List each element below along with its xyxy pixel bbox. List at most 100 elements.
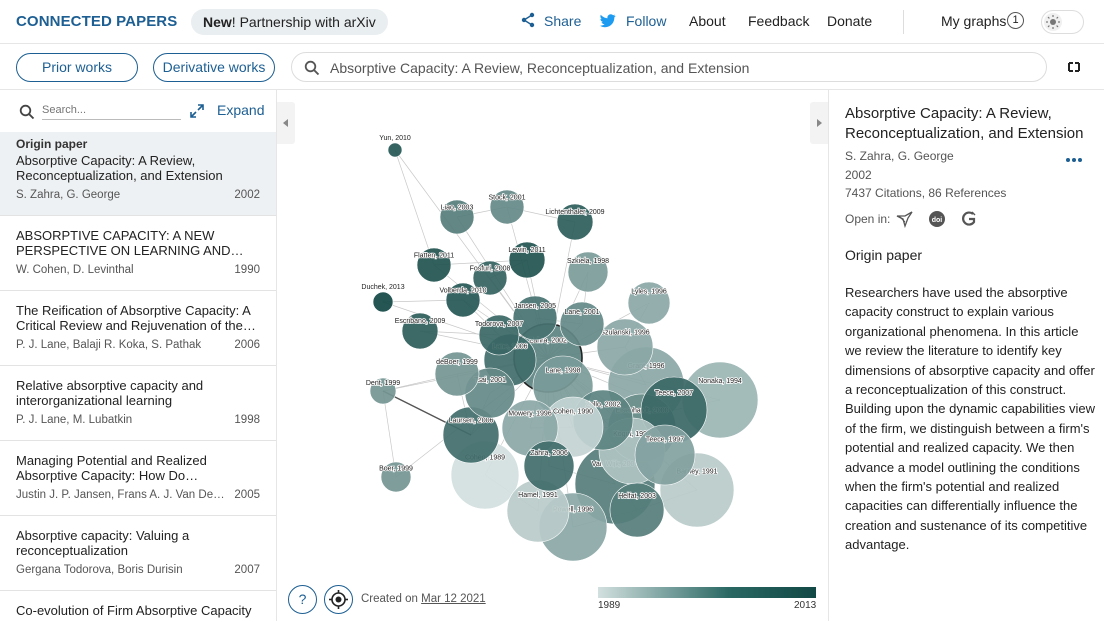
- graph-node[interactable]: Jansen, 2005: [512, 295, 558, 341]
- detail-title[interactable]: Absorptive Capacity: A Review, Reconcept…: [845, 105, 1084, 142]
- doi-icon[interactable]: doi: [928, 210, 946, 228]
- brand-logo[interactable]: CONNECTED PAPERS: [16, 13, 178, 30]
- graph-node[interactable]: Volberda, 2010: [439, 282, 487, 318]
- graph-node-circle[interactable]: [567, 251, 609, 293]
- graph-node-circle[interactable]: [380, 461, 412, 493]
- graph-edge: [394, 149, 435, 266]
- my-graphs-link[interactable]: My graphs: [941, 13, 1007, 29]
- graph-node-circle[interactable]: [556, 203, 594, 241]
- paper-authors: Gergana Todorova, Boris Durisin: [16, 564, 183, 576]
- chevron-left-icon: [283, 119, 288, 127]
- graph-node[interactable]: Yun, 2010: [378, 134, 412, 158]
- paper-list-item-origin[interactable]: Origin paper Absorptive Capacity: A Revi…: [0, 132, 276, 216]
- graph-node[interactable]: Zahra, 2006: [523, 440, 575, 492]
- graph-node[interactable]: Lane, 2001: [559, 301, 605, 347]
- expand-icon[interactable]: [190, 104, 204, 118]
- graph-node-circle[interactable]: [478, 314, 520, 356]
- graph-node-circle[interactable]: [445, 282, 481, 318]
- graph-node[interactable]: Lyles, 1996: [627, 281, 671, 325]
- graph-node-circle[interactable]: [596, 318, 654, 376]
- graph-node[interactable]: Helfat, 2003: [609, 482, 665, 538]
- graph-node-circle[interactable]: [506, 479, 570, 543]
- graph-node-circle[interactable]: [416, 247, 452, 283]
- graph-node-circle[interactable]: [508, 241, 546, 279]
- graph-node-circle[interactable]: [372, 291, 394, 313]
- graph-node-circle[interactable]: [387, 142, 403, 158]
- graph-node[interactable]: Hamel, 1991: [506, 479, 570, 543]
- year-legend-bar: [598, 587, 816, 598]
- created-prefix: Created on: [361, 593, 418, 605]
- graph-node-circle[interactable]: [401, 312, 439, 350]
- semantic-scholar-icon[interactable]: [896, 210, 914, 228]
- paper-list-item[interactable]: ABSORPTIVE CAPACITY: A NEW PERSPECTIVE O…: [0, 216, 276, 291]
- graph-node[interactable]: Szkiela, 1998: [566, 251, 610, 293]
- detail-citations: 7437 Citations, 86 References: [845, 186, 1007, 200]
- graph-node-circle[interactable]: [559, 301, 605, 347]
- graph-node[interactable]: Laursen, 2006: [442, 406, 500, 464]
- paper-list-item[interactable]: Relative absorptive capacity and interor…: [0, 366, 276, 441]
- donate-link[interactable]: Donate: [827, 13, 873, 29]
- graph-node[interactable]: Stock, 2001: [488, 189, 526, 225]
- graph-node-label: deBoer, 1999: [436, 359, 478, 366]
- sun-icon: [1046, 15, 1060, 29]
- detail-section-label: Origin paper: [845, 247, 923, 263]
- recenter-button[interactable]: [324, 585, 353, 614]
- graph-node-label: Lichtenthaler, 2009: [545, 209, 604, 216]
- paper-search-bar[interactable]: [291, 52, 1047, 82]
- graph-node-circle[interactable]: [634, 424, 696, 486]
- detail-abstract: Researchers have used the absorptive cap…: [845, 285, 1096, 553]
- graph-node[interactable]: Liao, 2003: [439, 199, 475, 235]
- graph-node[interactable]: Todorova, 2007: [474, 314, 524, 356]
- list-search-input[interactable]: [42, 100, 181, 120]
- graph-node[interactable]: Teece, 1997: [634, 424, 696, 486]
- created-date-link[interactable]: Mar 12 2021: [421, 593, 486, 605]
- prior-works-button[interactable]: Prior works: [16, 53, 138, 82]
- graph-node-circle[interactable]: [434, 351, 480, 397]
- collapse-left-panel-button[interactable]: [277, 102, 295, 144]
- graph-node[interactable]: Fosfuri, 2008: [469, 260, 511, 296]
- graph-node-circle[interactable]: [369, 377, 397, 405]
- announcement-badge[interactable]: New! Partnership with arXiv: [191, 9, 388, 35]
- graph-node-circle[interactable]: [472, 260, 508, 296]
- graph-node[interactable]: Lewin, 2011: [508, 241, 547, 279]
- graph-node[interactable]: Dent, 1999: [365, 377, 401, 405]
- graph-node[interactable]: Flatten, 2011: [413, 247, 455, 283]
- feedback-link[interactable]: Feedback: [748, 13, 810, 29]
- graph-node[interactable]: deBoer, 1999: [434, 351, 480, 397]
- graph-node[interactable]: Lichtenthaler, 2009: [545, 203, 605, 241]
- graph-node[interactable]: Boer, 1999: [378, 461, 414, 493]
- graph-node-circle[interactable]: [627, 281, 671, 325]
- theme-toggle[interactable]: [1041, 10, 1084, 34]
- more-options-icon[interactable]: [1064, 156, 1084, 164]
- paper-list-item[interactable]: Managing Potential and Realized Absorpti…: [0, 441, 276, 516]
- follow-link[interactable]: Follow: [626, 13, 667, 29]
- about-link[interactable]: About: [689, 13, 726, 29]
- help-button[interactable]: ?: [288, 585, 317, 614]
- graph-node[interactable]: Duchek, 2013: [361, 283, 406, 313]
- graph-node-circle[interactable]: [489, 189, 525, 225]
- collapse-right-panel-button[interactable]: [810, 102, 828, 144]
- graph-node-circle[interactable]: [439, 199, 475, 235]
- graph-node-label: Flatten, 2011: [414, 252, 454, 259]
- detail-authors[interactable]: S. Zahra, G. George: [845, 149, 954, 163]
- graph-node-circle[interactable]: [609, 482, 665, 538]
- google-scholar-icon[interactable]: [960, 210, 978, 228]
- share-link[interactable]: Share: [544, 13, 582, 29]
- paper-list-item[interactable]: Absorptive capacity: Valuing a reconcept…: [0, 516, 276, 591]
- graph-node[interactable]: Szulanski, 1996: [596, 318, 654, 376]
- graph-node-label: Cohen, 1990: [553, 409, 593, 416]
- paper-search-input[interactable]: [330, 57, 1030, 79]
- graph-node-circle[interactable]: [512, 295, 558, 341]
- list-search-icon: [19, 104, 35, 120]
- paper-list-item[interactable]: The Reification of Absorptive Capacity: …: [0, 291, 276, 366]
- list-search-row: Expand: [0, 90, 276, 132]
- graph-node[interactable]: Escribano, 2009: [394, 312, 446, 350]
- derivative-works-button[interactable]: Derivative works: [153, 53, 275, 82]
- expand-button[interactable]: Expand: [217, 102, 265, 118]
- graph-node-circle[interactable]: [523, 440, 575, 492]
- paper-list-item[interactable]: Co-evolution of Firm Absorptive Capacity: [0, 591, 276, 621]
- fullscreen-icon[interactable]: [1062, 56, 1086, 78]
